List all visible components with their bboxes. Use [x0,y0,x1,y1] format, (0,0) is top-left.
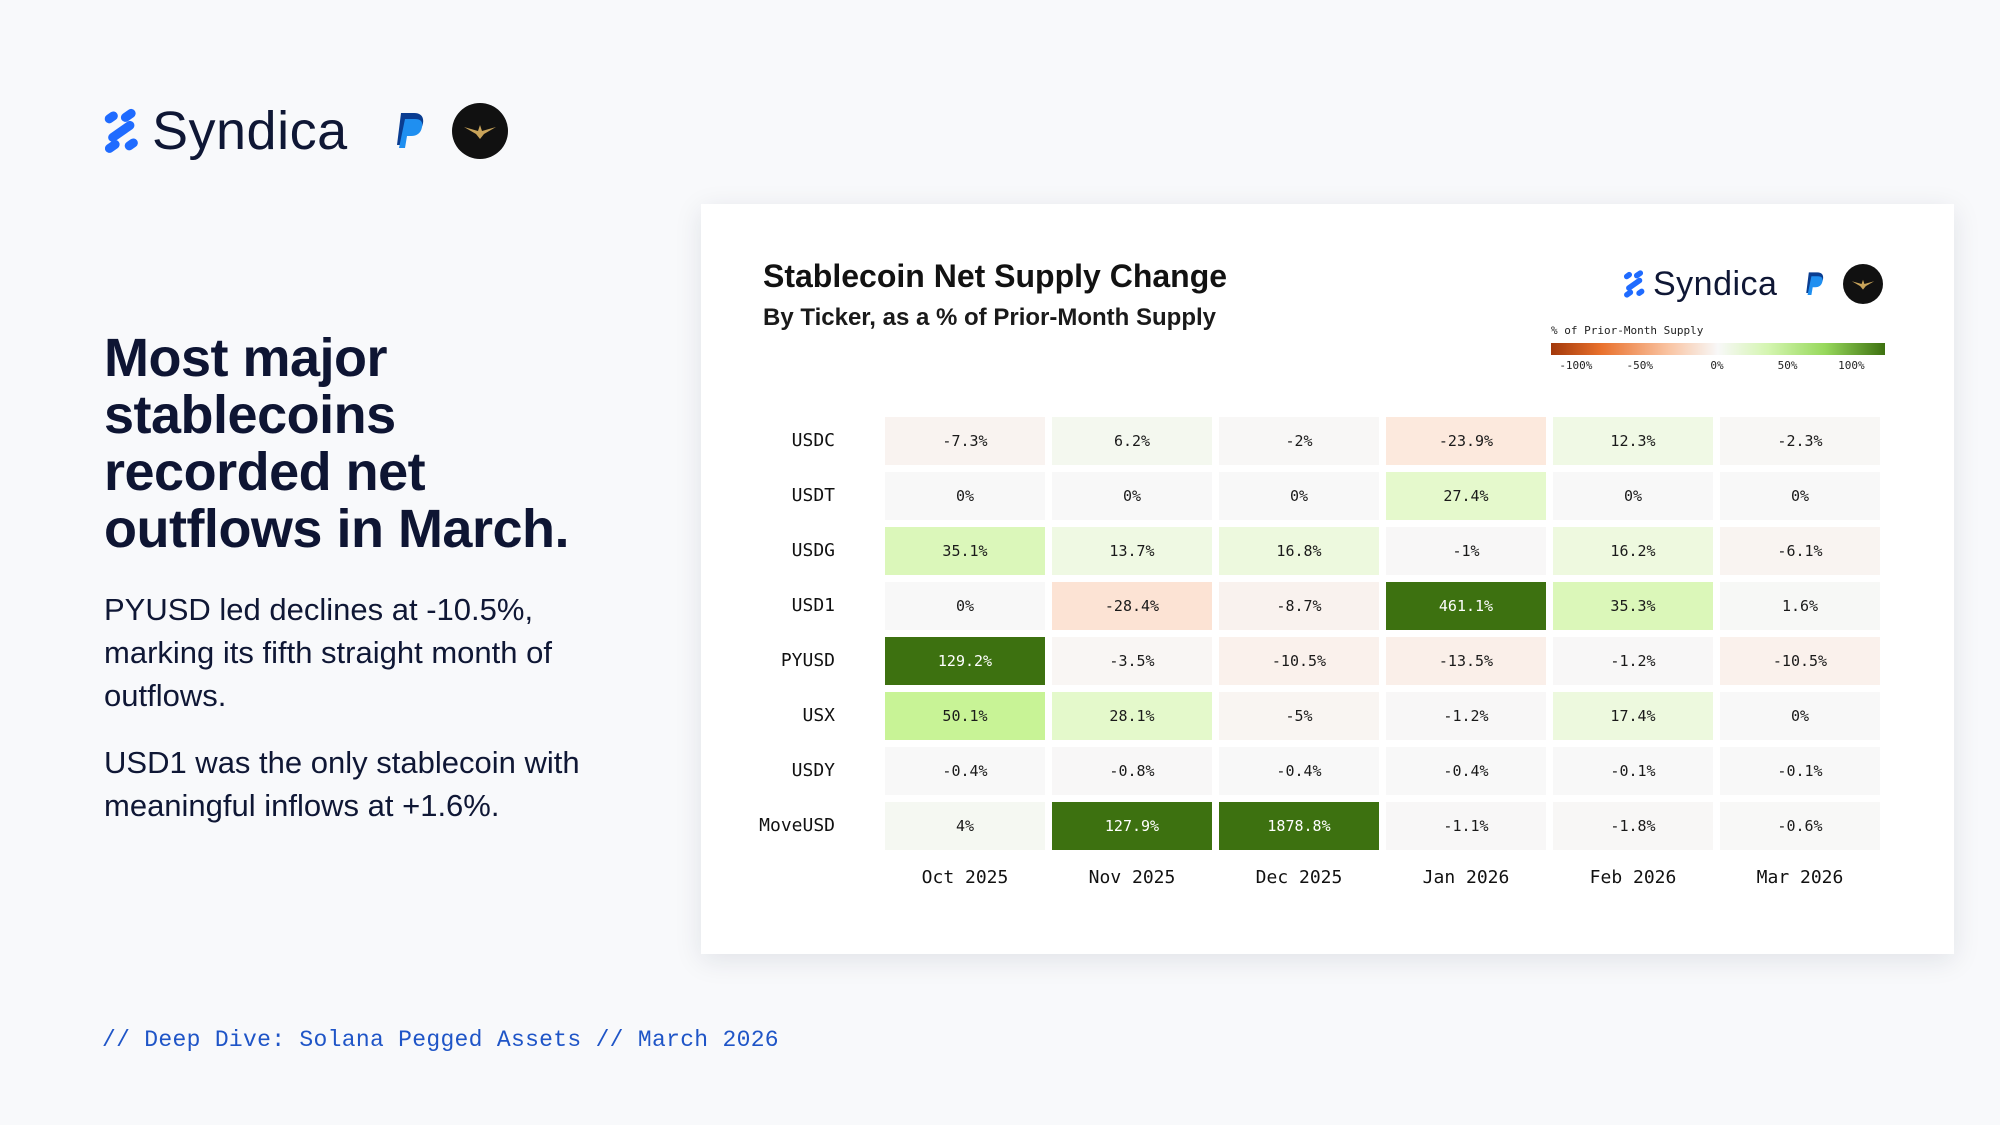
column-label: Feb 2026 [1589,867,1677,888]
heatmap-cell: 0% [1720,472,1880,520]
row-label-moveusd: MoveUSD [759,815,835,836]
heatmap-cell: 0% [885,472,1045,520]
heatmap-cell: -0.8% [1052,747,1212,795]
column-label: Oct 2025 [921,867,1009,888]
heatmap-cell: -23.9% [1386,417,1546,465]
heatmap-cell: -0.4% [1219,747,1379,795]
heatmap-cell: -1.2% [1386,692,1546,740]
heatmap-cell: 0% [885,582,1045,630]
brand-header: Syndica [100,100,508,162]
legend-tick-label: -50% [1626,359,1653,372]
summary-paragraph-pyusd: PYUSD led declines at -10.5%, marking it… [104,592,552,713]
legend-tick-label: -100% [1559,359,1593,372]
heatmap-cell: -0.4% [1386,747,1546,795]
syndica-logo-icon [104,108,138,153]
headline: Most major stablecoins recorded net outf… [104,328,570,559]
heatmap-cell: -7.3% [885,417,1045,465]
color-legend: % of Prior-Month Supply -100% -50% 0% 50% 10… [1549,324,1889,377]
card-syndica-wordmark: Syndica [1653,265,1778,303]
heatmap-cell: 35.1% [885,527,1045,575]
legend-tick-label: 0% [1710,359,1724,372]
footer-note: // Deep Dive: Solana Pegged Assets // Ma… [102,1027,779,1053]
heatmap-cell: -0.6% [1720,802,1880,850]
heatmap-cell: -0.4% [885,747,1045,795]
heatmap-cell: 0% [1052,472,1212,520]
heatmap-cell: 35.3% [1553,582,1713,630]
heatmap-cell: 12.3% [1553,417,1713,465]
legend-ticks: -100% -50% 0% 50% 100% [1549,359,1889,377]
paypal-logo-icon [1806,272,1824,295]
heatmap-cell: -0.1% [1553,747,1713,795]
legend-title: % of Prior-Month Supply [1551,324,1704,337]
heatmap-cell: -8.7% [1219,582,1379,630]
heatmap-cell: -1.2% [1553,637,1713,685]
heatmap-cell: -28.4% [1052,582,1212,630]
heatmap-cell: 0% [1553,472,1713,520]
legend-gradient-bar [1551,343,1885,355]
heatmap-cell: -1.8% [1553,802,1713,850]
chart-title: Stablecoin Net Supply Change [763,258,1228,294]
heatmap-cell: 16.8% [1219,527,1379,575]
column-label: Nov 2025 [1088,867,1176,888]
legend-tick-label: 50% [1777,359,1798,372]
row-label-usdc: USDC [791,430,835,451]
heatmap-cell: 0% [1720,692,1880,740]
paypal-logo-icon [396,113,423,148]
row-label-usx: USX [802,705,835,726]
row-label-pyusd: PYUSD [780,650,835,671]
row-label-usd1: USD1 [791,595,835,616]
heatmap-cell: 13.7% [1052,527,1212,575]
row-label-usdy: USDY [791,760,835,781]
heatmap-cell: 127.9% [1052,802,1212,850]
heatmap-cell: -13.5% [1386,637,1546,685]
heatmap-cell: 4% [885,802,1045,850]
heatmap-cell: 1.6% [1720,582,1880,630]
chart-subtitle: By Ticker, as a % of Prior-Month Supply [763,304,1216,331]
syndica-logo-icon [1623,270,1645,298]
heatmap-cell: -10.5% [1720,637,1880,685]
heatmap-cell: -1.1% [1386,802,1546,850]
row-label-usdt: USDT [791,485,835,506]
heatmap-cell: -10.5% [1219,637,1379,685]
heatmap-cell: 28.1% [1052,692,1212,740]
partner-eagle-logo-icon [451,103,508,159]
column-label: Mar 2026 [1756,867,1844,888]
heatmap-cell: -2.3% [1720,417,1880,465]
heatmap-cell: -1% [1386,527,1546,575]
heatmap-cell: 6.2% [1052,417,1212,465]
column-label: Dec 2025 [1255,867,1343,888]
heatmap-cell: 50.1% [885,692,1045,740]
heatmap-cell: 1878.8% [1219,802,1379,850]
row-label-usdg: USDG [791,540,835,561]
heatmap-cell: 27.4% [1386,472,1546,520]
heatmap-cell: 129.2% [885,637,1045,685]
chart-card: Stablecoin Net Supply Change By Ticker, … [701,204,1954,954]
legend-tick-label: 100% [1838,359,1865,372]
heatmap-cell: -3.5% [1052,637,1212,685]
heatmap-cell: 461.1% [1386,582,1546,630]
partner-eagle-logo-icon [1843,264,1884,304]
summary-paragraph-usd1: USD1 was the only stablecoin with meanin… [104,745,580,823]
heatmap-cell: 0% [1219,472,1379,520]
heatmap-cell: 17.4% [1553,692,1713,740]
column-label: Jan 2026 [1422,867,1510,888]
heatmap-cell: -0.1% [1720,747,1880,795]
heatmap-cell: -5% [1219,692,1379,740]
heatmap-cell: -2% [1219,417,1379,465]
heatmap-cell: -6.1% [1720,527,1880,575]
card-brand: Syndica [1621,262,1884,306]
heatmap-cell: 16.2% [1553,527,1713,575]
syndica-wordmark: Syndica [152,101,348,161]
